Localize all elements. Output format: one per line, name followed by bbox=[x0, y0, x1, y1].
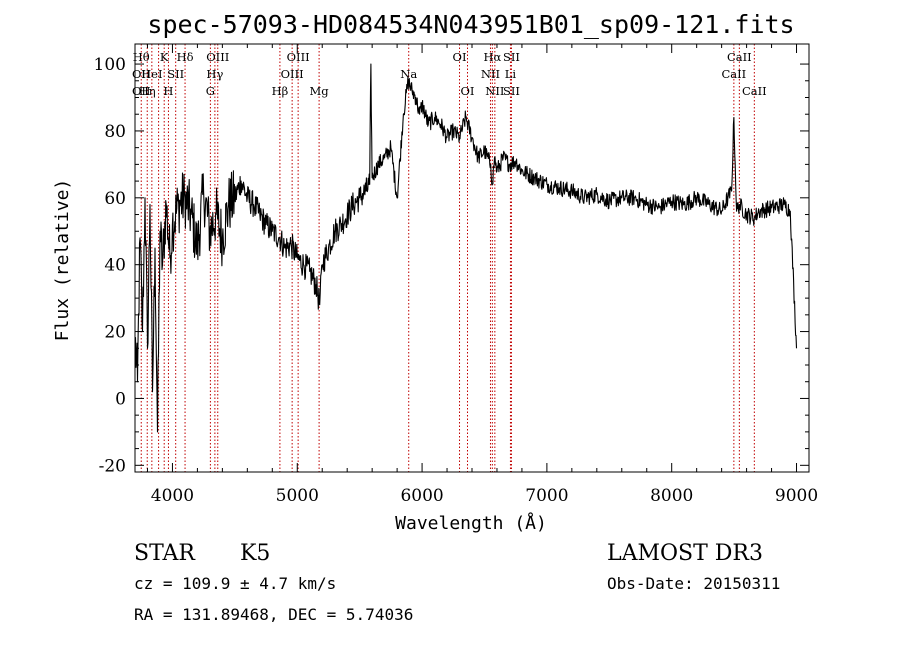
y-tick-label-1: 0 bbox=[115, 389, 126, 409]
y-axis-label: Flux (relative) bbox=[52, 179, 73, 342]
line-marker-label-22-0: SII bbox=[503, 50, 520, 64]
line-marker-label-12-1: OIII bbox=[281, 67, 304, 81]
line-marker-label-7-0: Hδ bbox=[177, 50, 194, 64]
redshift-text: cz = 109.9 ± 4.7 km/s bbox=[134, 574, 336, 593]
line-marker-labels: HθOIIOIIHηHeIKHSIIHδGHγOIIIHβOIIIOIIIMgN… bbox=[132, 50, 767, 98]
line-marker-label-23-1: CaII bbox=[721, 67, 746, 81]
line-marker-label-25-2: CaII bbox=[742, 84, 767, 98]
line-markers bbox=[140, 44, 755, 472]
y-tick-label-2: 20 bbox=[104, 323, 126, 343]
line-marker-label-0-1: OII bbox=[132, 67, 151, 81]
line-marker-label-19-0: Hα bbox=[483, 50, 501, 64]
y-tick-label-6: 100 bbox=[94, 55, 126, 75]
x-tick-label-5: 9000 bbox=[775, 486, 818, 506]
survey-name: LAMOST DR3 bbox=[607, 541, 763, 566]
x-tick-label-4: 8000 bbox=[650, 486, 693, 506]
x-tick-label-0: 4000 bbox=[151, 486, 194, 506]
flux-line bbox=[134, 63, 798, 433]
line-marker-label-16-0: OI bbox=[453, 50, 467, 64]
y-tick-label-4: 60 bbox=[104, 189, 126, 209]
y-tick-label-0: -20 bbox=[99, 456, 126, 476]
x-tick-label-2: 6000 bbox=[400, 486, 443, 506]
line-marker-label-20-2: NII bbox=[485, 84, 504, 98]
object-class: STAR bbox=[134, 541, 196, 566]
y-tick-label-5: 80 bbox=[104, 122, 126, 142]
coordinates-text: RA = 131.89468, DEC = 5.74036 bbox=[134, 605, 413, 624]
line-marker-label-11-2: Hβ bbox=[272, 84, 289, 98]
line-marker-label-0-2: OII bbox=[132, 84, 151, 98]
line-marker-label-4-0: K bbox=[160, 50, 169, 64]
chart-title: spec-57093-HD084534N043951B01_sp09-121.f… bbox=[147, 10, 794, 39]
line-marker-label-14-2: Mg bbox=[310, 84, 330, 98]
line-marker-label-8-2: G bbox=[206, 84, 215, 98]
line-marker-label-15-1: Na bbox=[400, 67, 417, 81]
line-marker-label-18-1: NII bbox=[481, 67, 500, 81]
line-marker-label-10-0: OIII bbox=[206, 50, 229, 64]
line-marker-label-24-0: CaII bbox=[727, 50, 752, 64]
line-marker-label-13-0: OIII bbox=[287, 50, 310, 64]
line-marker-label-17-2: OI bbox=[461, 84, 475, 98]
line-marker-label-22-2: SII bbox=[503, 84, 520, 98]
object-subclass: K5 bbox=[240, 541, 270, 566]
line-marker-label-21-1: Li bbox=[505, 67, 517, 81]
x-axis-label: Wavelength (Å) bbox=[395, 512, 547, 534]
line-marker-label-1-2: Hη bbox=[139, 84, 156, 98]
line-marker-label-5-2: H bbox=[163, 84, 173, 98]
x-tick-label-1: 5000 bbox=[276, 486, 319, 506]
observation-date: Obs-Date: 20150311 bbox=[607, 574, 780, 593]
spectrum-series bbox=[134, 63, 798, 433]
line-marker-label-9-1: Hγ bbox=[206, 67, 223, 81]
x-tick-label-3: 7000 bbox=[525, 486, 568, 506]
y-tick-label-3: 40 bbox=[104, 256, 126, 276]
axes: 4000 5000 6000 7000 8000 9000 -20 0 20 40 60 80 100 bbox=[94, 43, 818, 506]
line-marker-label-0-0: Hθ bbox=[133, 50, 150, 64]
line-marker-label-6-1: SII bbox=[167, 67, 184, 81]
line-marker-label-2-1: HeI bbox=[141, 67, 162, 81]
